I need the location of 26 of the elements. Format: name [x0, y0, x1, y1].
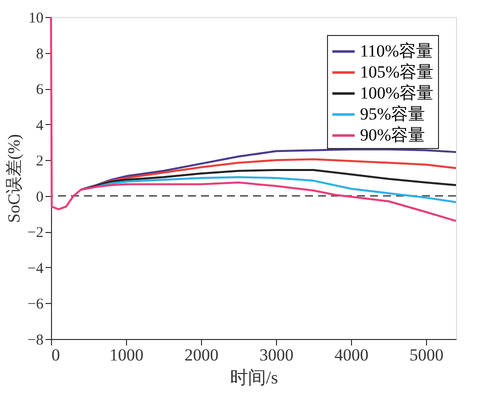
y-tick-label: 2 [36, 154, 44, 170]
legend-label: 110%容量 [360, 42, 434, 60]
line-series [80, 168, 457, 191]
legend-label: 105%容量 [360, 62, 434, 82]
x-tick-label: 0 [52, 346, 60, 364]
x-axis-title: 时间/s [230, 368, 278, 388]
legend-label: 90%容量 [360, 126, 426, 144]
y-tick-label: 4 [36, 118, 44, 134]
x-tick-label: 4000 [334, 346, 368, 364]
y-tick-label: −4 [28, 260, 44, 277]
y-tick-label: −8 [28, 332, 44, 348]
x-tick-label: 5000 [410, 346, 444, 364]
x-tick-label: 2000 [184, 346, 218, 364]
legend-label: 100%容量 [360, 84, 434, 102]
line-series [50, 16, 457, 222]
y-tick-label: 6 [36, 82, 44, 98]
y-tick-label: −2 [28, 225, 44, 242]
line-series [80, 148, 457, 191]
y-tick-label: 10 [28, 10, 44, 26]
x-tick-label: 1000 [110, 346, 144, 364]
y-axis-title: SoC误差(%) [4, 134, 24, 223]
x-tick-label: 3000 [260, 346, 294, 364]
legend-label: 95%容量 [360, 104, 426, 124]
y-tick-label: −6 [28, 296, 44, 313]
y-tick-label: 0 [36, 189, 44, 206]
y-tick-label: 8 [36, 46, 44, 62]
